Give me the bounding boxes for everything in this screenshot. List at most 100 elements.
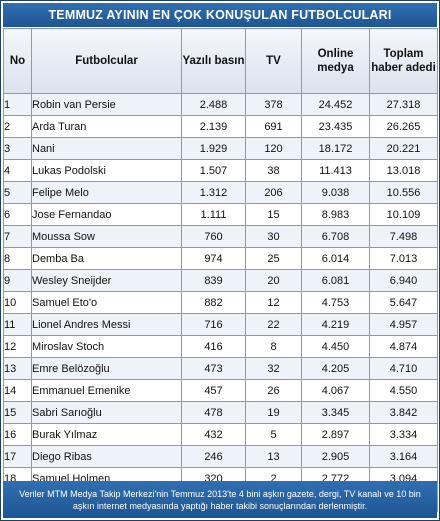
cell-online: 2.897	[301, 423, 370, 446]
cell-no: 5	[3, 181, 32, 204]
cell-press: 1.507	[181, 159, 246, 182]
cell-player-name: Jose Fernandao	[31, 203, 182, 226]
cell-tv: 5	[245, 423, 302, 446]
table-row: 12 Miroslav Stoch 416 8 4.450 4.874	[3, 335, 438, 358]
cell-player-name: Lukas Podolski	[31, 159, 182, 182]
cell-online: 4.450	[301, 335, 370, 358]
cell-tv: 13	[245, 445, 302, 468]
header-total: Toplam haber adedi	[369, 28, 438, 94]
cell-press: 473	[181, 357, 246, 380]
cell-no: 8	[3, 247, 32, 270]
cell-tv: 26	[245, 379, 302, 402]
cell-no: 13	[3, 357, 32, 380]
cell-no: 12	[3, 335, 32, 358]
cell-tv: 378	[245, 93, 302, 116]
cell-press: 478	[181, 401, 246, 424]
table-row: 2 Arda Turan 2.139 691 23.435 26.265	[3, 115, 438, 138]
table-title: TEMMUZ AYININ EN ÇOK KONUŞULAN FUTBOLCUL…	[3, 3, 437, 27]
table-row: 1 Robin van Persie 2.488 378 24.452 27.318	[3, 93, 438, 116]
cell-online: 4.205	[301, 357, 370, 380]
cell-press: 1.929	[181, 137, 246, 160]
cell-online: 9.038	[301, 181, 370, 204]
cell-tv: 12	[245, 291, 302, 314]
cell-no: 9	[3, 269, 32, 292]
cell-online: 4.219	[301, 313, 370, 336]
table-row: 6 Jose Fernandao 1.111 15 8.983 10.109	[3, 203, 438, 226]
cell-online: 6.014	[301, 247, 370, 270]
cell-press: 839	[181, 269, 246, 292]
table-row: 9 Wesley Sneijder 839 20 6.081 6.940	[3, 269, 438, 292]
cell-online: 3.345	[301, 401, 370, 424]
cell-online: 4.067	[301, 379, 370, 402]
cell-total: 10.556	[369, 181, 438, 204]
cell-no: 10	[3, 291, 32, 314]
cell-no: 1	[3, 93, 32, 116]
cell-total: 27.318	[369, 93, 438, 116]
table-row: 7 Moussa Sow 760 30 6.708 7.498	[3, 225, 438, 248]
header-row: No Futbolcular Yazılı basın TV Online me…	[3, 28, 438, 94]
cell-total: 3.164	[369, 445, 438, 468]
cell-player-name: Robin van Persie	[31, 93, 182, 116]
cell-total: 4.710	[369, 357, 438, 380]
table-row: 16 Burak Yılmaz 432 5 2.897 3.334	[3, 423, 438, 446]
cell-no: 14	[3, 379, 32, 402]
cell-press: 457	[181, 379, 246, 402]
cell-player-name: Miroslav Stoch	[31, 335, 182, 358]
cell-tv: 8	[245, 335, 302, 358]
header-press: Yazılı basın	[181, 28, 246, 94]
cell-tv: 19	[245, 401, 302, 424]
cell-online: 24.452	[301, 93, 370, 116]
cell-tv: 20	[245, 269, 302, 292]
cell-player-name: Moussa Sow	[31, 225, 182, 248]
cell-press: 2.139	[181, 115, 246, 138]
table-row: 13 Emre Belözoğlu 473 32 4.205 4.710	[3, 357, 438, 380]
cell-press: 432	[181, 423, 246, 446]
cell-player-name: Demba Ba	[31, 247, 182, 270]
table-row: 14 Emmanuel Emenike 457 26 4.067 4.550	[3, 379, 438, 402]
table-row: 3 Nani 1.929 120 18.172 20.221	[3, 137, 438, 160]
cell-online: 4.753	[301, 291, 370, 314]
cell-tv: 30	[245, 225, 302, 248]
cell-total: 4.957	[369, 313, 438, 336]
cell-press: 974	[181, 247, 246, 270]
table-row: 8 Demba Ba 974 25 6.014 7.013	[3, 247, 438, 270]
cell-press: 2.488	[181, 93, 246, 116]
table-row: 5 Felipe Melo 1.312 206 9.038 10.556	[3, 181, 438, 204]
cell-player-name: Diego Ribas	[31, 445, 182, 468]
cell-total: 3.842	[369, 401, 438, 424]
header-players: Futbolcular	[31, 28, 182, 94]
cell-total: 5.647	[369, 291, 438, 314]
cell-total: 7.498	[369, 225, 438, 248]
cell-total: 4.550	[369, 379, 438, 402]
cell-tv: 25	[245, 247, 302, 270]
cell-player-name: Felipe Melo	[31, 181, 182, 204]
cell-no: 11	[3, 313, 32, 336]
cell-player-name: Arda Turan	[31, 115, 182, 138]
cell-press: 882	[181, 291, 246, 314]
cell-player-name: Sabri Sarıoğlu	[31, 401, 182, 424]
cell-tv: 22	[245, 313, 302, 336]
cell-press: 246	[181, 445, 246, 468]
cell-online: 6.081	[301, 269, 370, 292]
cell-no: 2	[3, 115, 32, 138]
cell-press: 416	[181, 335, 246, 358]
cell-online: 8.983	[301, 203, 370, 226]
cell-total: 7.013	[369, 247, 438, 270]
table-row: 17 Diego Ribas 246 13 2.905 3.164	[3, 445, 438, 468]
cell-player-name: Emmanuel Emenike	[31, 379, 182, 402]
cell-player-name: Lionel Andres Messi	[31, 313, 182, 336]
cell-total: 4.874	[369, 335, 438, 358]
header-online: Online medya	[301, 28, 370, 94]
cell-total: 13.018	[369, 159, 438, 182]
cell-no: 15	[3, 401, 32, 424]
cell-online: 18.172	[301, 137, 370, 160]
cell-tv: 691	[245, 115, 302, 138]
cell-tv: 206	[245, 181, 302, 204]
table-row: 15 Sabri Sarıoğlu 478 19 3.345 3.842	[3, 401, 438, 424]
cell-no: 4	[3, 159, 32, 182]
cell-tv: 15	[245, 203, 302, 226]
cell-tv: 32	[245, 357, 302, 380]
cell-online: 11.413	[301, 159, 370, 182]
cell-total: 10.109	[369, 203, 438, 226]
